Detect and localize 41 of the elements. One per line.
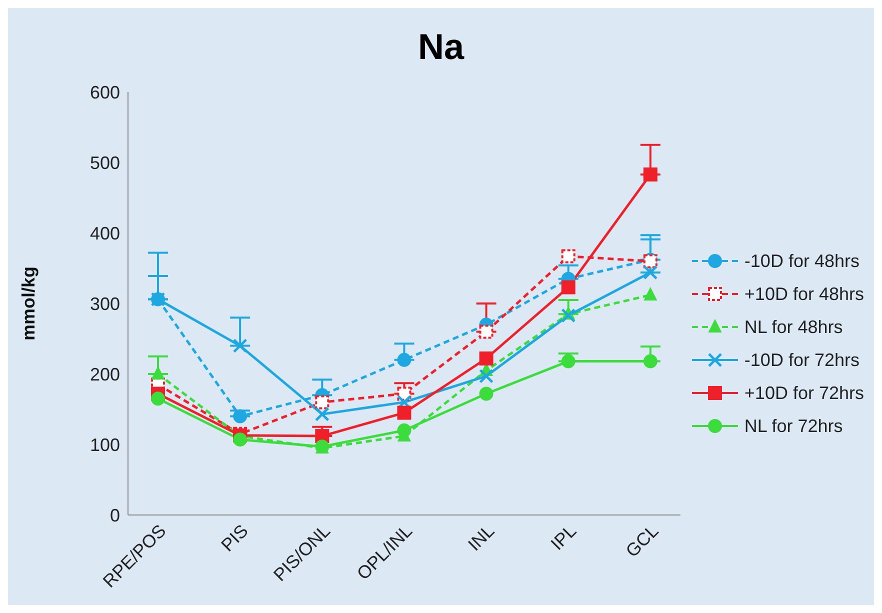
point (479, 386, 494, 401)
point (643, 265, 658, 280)
point (151, 392, 165, 406)
point (479, 351, 494, 366)
point (643, 167, 658, 182)
legend-label: NL for 72hrs (744, 416, 843, 436)
x-tick-label: IPL (546, 520, 580, 554)
legend-label: +10D for 48hrs (744, 284, 864, 304)
point (232, 338, 248, 354)
point (397, 406, 412, 420)
point (479, 324, 494, 339)
y-tick-label: 0 (110, 505, 120, 526)
point (233, 409, 248, 424)
y-tick-label: 600 (90, 82, 120, 102)
x-tick-label: INL (464, 520, 498, 555)
x-tick-label: PIS (217, 520, 252, 556)
y-axis-title: mmol/kg (18, 266, 38, 341)
point (314, 406, 330, 422)
x-tick-label: GCL (622, 520, 662, 562)
chart-title: Na (416, 25, 466, 69)
point (561, 280, 576, 294)
point (397, 352, 412, 367)
point (561, 308, 576, 323)
point (561, 354, 576, 368)
point (315, 395, 330, 410)
legend-label: -10D for 48hrs (744, 250, 860, 272)
y-tick-label: 100 (90, 434, 120, 455)
point (561, 249, 576, 264)
point (233, 432, 248, 447)
legend-label: +10D for 72hrs (744, 382, 864, 404)
y-tick-label: 500 (90, 152, 120, 173)
point (643, 354, 658, 368)
y-tick-label: 200 (90, 364, 120, 384)
legend-label: NL for 48hrs (744, 316, 843, 338)
point (479, 368, 494, 384)
y-tick-label: 300 (90, 294, 120, 314)
point (397, 423, 412, 438)
point (152, 366, 164, 380)
legend-label: -10D for 72hrs (744, 350, 860, 370)
y-tick-label: 400 (90, 223, 120, 244)
point (644, 288, 657, 301)
